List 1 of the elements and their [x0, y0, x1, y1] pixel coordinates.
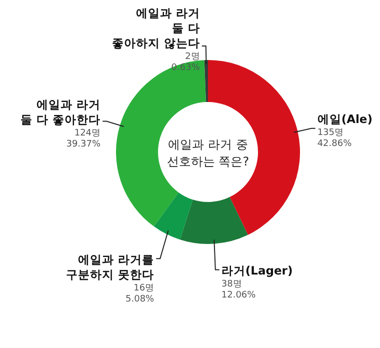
text: 에일과 라거 중 선호하는 쪽은?: [166, 138, 250, 168]
